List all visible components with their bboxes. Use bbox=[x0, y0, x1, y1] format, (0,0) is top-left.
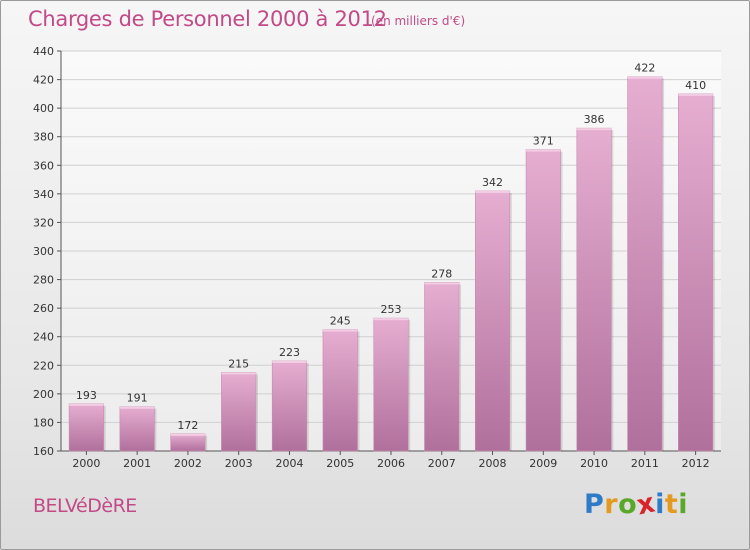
bar-value-label: 215 bbox=[228, 357, 249, 370]
bar-value-label: 223 bbox=[279, 346, 300, 359]
y-tick-label: 440 bbox=[33, 45, 54, 58]
x-tick-label: 2002 bbox=[174, 457, 202, 470]
bar bbox=[221, 372, 257, 452]
y-tick-label: 260 bbox=[33, 302, 54, 315]
x-tick-label: 2003 bbox=[225, 457, 253, 470]
x-tick-label: 2007 bbox=[428, 457, 456, 470]
bar-value-label: 410 bbox=[685, 79, 706, 92]
bar-highlight bbox=[170, 433, 206, 436]
y-tick-label: 220 bbox=[33, 359, 54, 372]
bar-highlight bbox=[627, 76, 663, 79]
bar-value-label: 371 bbox=[533, 135, 554, 148]
x-tick-label: 2008 bbox=[479, 457, 507, 470]
x-tick-label: 2000 bbox=[72, 457, 100, 470]
y-tick-label: 420 bbox=[33, 74, 54, 87]
logo-letter: i bbox=[678, 489, 689, 520]
bar-value-label: 422 bbox=[634, 62, 655, 75]
bar bbox=[322, 329, 358, 452]
y-tick-label: 340 bbox=[33, 188, 54, 201]
bar bbox=[424, 282, 460, 452]
bar-highlight bbox=[576, 128, 612, 131]
y-tick-label: 320 bbox=[33, 216, 54, 229]
x-tick-label: 2009 bbox=[529, 457, 557, 470]
y-tick-label: 360 bbox=[33, 159, 54, 172]
x-tick-label: 2011 bbox=[631, 457, 659, 470]
y-tick-label: 160 bbox=[33, 445, 54, 458]
bar-highlight bbox=[373, 318, 409, 321]
bar bbox=[678, 93, 714, 452]
bar bbox=[271, 360, 308, 452]
bar-value-label: 386 bbox=[584, 113, 605, 126]
bar-value-label: 342 bbox=[482, 176, 503, 189]
bar-highlight bbox=[526, 149, 561, 152]
bar-highlight bbox=[221, 372, 256, 375]
x-tick-label: 2004 bbox=[275, 457, 303, 470]
bar-highlight bbox=[475, 191, 510, 193]
bar bbox=[68, 403, 104, 452]
bar bbox=[474, 190, 511, 452]
bar-value-label: 278 bbox=[431, 267, 452, 280]
chart-subtitle: (en milliers d'€) bbox=[371, 14, 466, 28]
commune-name: BELVéDèRE bbox=[33, 495, 137, 517]
bar-value-label: 172 bbox=[177, 419, 198, 432]
y-tick-label: 400 bbox=[33, 102, 54, 115]
bar-value-label: 253 bbox=[381, 303, 402, 316]
y-tick-label: 380 bbox=[33, 131, 54, 144]
chart-title: Charges de Personnel 2000 à 2012 bbox=[28, 7, 387, 31]
bar-value-label: 245 bbox=[330, 315, 351, 328]
bar-highlight bbox=[69, 403, 104, 406]
x-tick-label: 2005 bbox=[326, 457, 354, 470]
bar-highlight bbox=[678, 93, 713, 96]
logo-letter: i bbox=[655, 489, 665, 520]
y-tick-label: 200 bbox=[33, 388, 54, 401]
bar-value-label: 193 bbox=[76, 389, 97, 402]
bar bbox=[525, 149, 561, 452]
y-tick-label: 280 bbox=[33, 274, 54, 287]
bar bbox=[170, 433, 206, 452]
y-tick-label: 180 bbox=[33, 416, 54, 429]
bar-highlight bbox=[424, 282, 460, 285]
bar bbox=[576, 127, 612, 452]
bar-value-label: 191 bbox=[127, 392, 148, 405]
x-tick-label: 2010 bbox=[580, 457, 608, 470]
logo-letter: P bbox=[584, 489, 605, 520]
x-tick-label: 2001 bbox=[123, 457, 151, 470]
proxiti-logo: Proxiti bbox=[584, 487, 689, 521]
bar bbox=[627, 76, 663, 452]
bar bbox=[119, 406, 155, 452]
bar-highlight bbox=[119, 406, 155, 409]
bar-highlight bbox=[272, 361, 307, 363]
bar-highlight bbox=[322, 329, 358, 332]
x-tick-label: 2012 bbox=[682, 457, 710, 470]
logo-letter: t bbox=[664, 489, 679, 520]
y-tick-label: 240 bbox=[33, 331, 54, 344]
bar bbox=[373, 317, 409, 452]
logo-letter: o bbox=[618, 489, 638, 520]
logo-letter: r bbox=[604, 489, 619, 520]
x-tick-label: 2006 bbox=[377, 457, 405, 470]
y-tick-label: 300 bbox=[33, 245, 54, 258]
